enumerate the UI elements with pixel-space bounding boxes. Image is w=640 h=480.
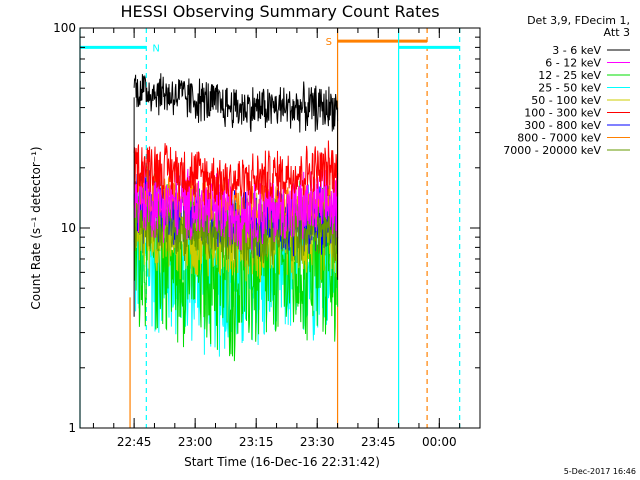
series-layer xyxy=(133,73,339,362)
series-line xyxy=(133,140,339,210)
chart-title: HESSI Observing Summary Count Rates xyxy=(120,2,439,21)
legend-header: Det 3,9, FDecim 1, xyxy=(527,14,630,27)
timestamp: 5-Dec-2017 16:46 xyxy=(564,467,636,476)
x-axis: 22:45 23:00 23:15 23:30 23:45 00:00 xyxy=(92,28,481,449)
legend-entry-label: 7000 - 20000 keV xyxy=(503,144,601,157)
series-line xyxy=(133,187,339,268)
annotation-label: S xyxy=(326,37,332,48)
y-tick-label: 1 xyxy=(68,421,76,435)
x-tick-label: 23:30 xyxy=(300,435,335,449)
legend-entry-label: 12 - 25 keV xyxy=(538,69,601,82)
legend-entry-label: 50 - 100 keV xyxy=(531,94,601,107)
annotation-label: N xyxy=(152,43,159,54)
x-tick-label: 23:15 xyxy=(239,435,274,449)
legend-entry-label: 6 - 12 keV xyxy=(545,57,601,70)
legend-header: Att 3 xyxy=(604,26,630,39)
x-tick-label: 00:00 xyxy=(422,435,457,449)
legend-entry-label: 800 - 7000 keV xyxy=(517,132,601,145)
x-tick-label: 23:00 xyxy=(178,435,213,449)
legend-entry-label: 300 - 800 keV xyxy=(524,119,601,132)
series-line xyxy=(133,73,339,133)
y-axis: 1 10 100 xyxy=(53,21,480,435)
y-axis-label: Count Rate (s⁻¹ detector⁻¹) xyxy=(29,146,43,309)
legend-entry-label: 25 - 50 keV xyxy=(538,82,601,95)
y-tick-label: 100 xyxy=(53,21,76,35)
legend-entry-label: 3 - 6 keV xyxy=(552,44,601,57)
x-tick-label: 23:45 xyxy=(361,435,396,449)
x-tick-label: 22:45 xyxy=(117,435,152,449)
x-axis-label: Start Time (16-Dec-16 22:31:42) xyxy=(184,455,380,469)
series-line xyxy=(133,165,339,251)
y-tick-label: 10 xyxy=(61,221,76,235)
legend-entry-label: 100 - 300 keV xyxy=(524,107,601,120)
